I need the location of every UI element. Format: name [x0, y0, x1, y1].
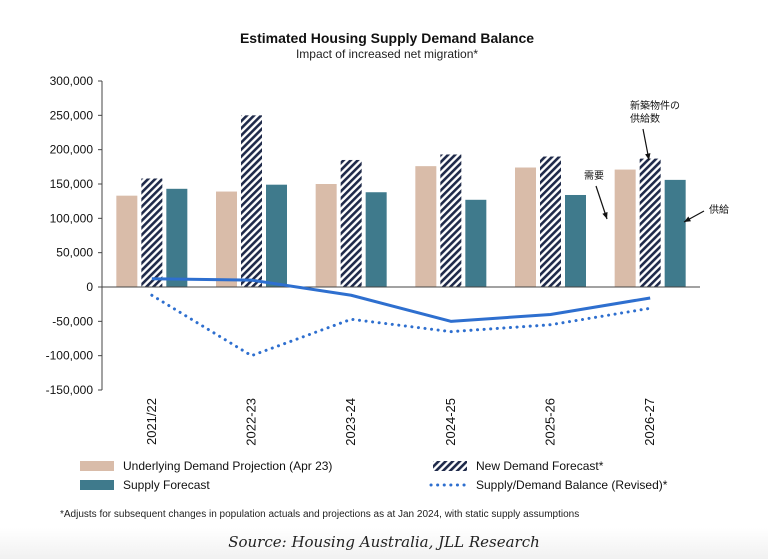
legend-swatch-demand — [80, 461, 114, 471]
bar-1-1 — [241, 115, 262, 287]
bar-1-0 — [141, 178, 163, 287]
x-tick-label: 2023-24 — [343, 398, 358, 446]
annotation-label: 需要 — [584, 170, 604, 182]
x-tick-label: 2024-25 — [443, 398, 458, 446]
x-tick-label: 2021/22 — [144, 398, 159, 445]
legend: Underlying Demand Projection (Apr 23) New… — [80, 459, 668, 492]
y-tick-label: -100,000 — [46, 349, 94, 363]
bar-2-5 — [664, 179, 686, 287]
x-tick-label: 2026-27 — [642, 398, 657, 446]
y-tick-label: 0 — [86, 280, 93, 294]
y-tick-label: -150,000 — [46, 383, 94, 397]
legend-label-demand: Underlying Demand Projection (Apr 23) — [123, 459, 332, 473]
annotation-arrowhead — [645, 153, 651, 160]
chart-title: Estimated Housing Supply Demand Balance — [240, 30, 534, 46]
y-tick-label: 100,000 — [50, 211, 94, 225]
bar-0-5 — [614, 169, 636, 287]
balance-revised-line — [150, 293, 652, 358]
legend-label-supply: Supply Forecast — [123, 478, 210, 492]
y-tick-label: 300,000 — [50, 74, 94, 88]
bar-0-1 — [216, 191, 237, 287]
legend-swatch-new-demand — [433, 461, 467, 471]
bar-1-4 — [540, 156, 561, 287]
plot-area: 300,000 250,000 200,000 150,000 100,000 50,00… — [46, 74, 729, 446]
bar-0-0 — [116, 195, 138, 287]
x-tick-label: 2025-26 — [543, 398, 558, 446]
chart-subtitle: Impact of increased net migration* — [296, 47, 478, 61]
legend-label-new-demand: New Demand Forecast* — [476, 459, 604, 473]
y-tick-label: 50,000 — [56, 246, 93, 260]
y-tick-label: -50,000 — [52, 314, 93, 328]
bar-1-2 — [340, 159, 362, 287]
bar-1-3 — [440, 154, 462, 287]
bar-0-4 — [515, 167, 536, 287]
y-tick-label: 200,000 — [50, 143, 94, 157]
bar-2-4 — [565, 194, 586, 287]
annotation-label: 供給 — [709, 203, 729, 216]
bar-0-2 — [315, 184, 337, 287]
bar-2-3 — [465, 199, 487, 287]
balance-line — [151, 277, 651, 323]
x-tick-label: 2022-23 — [244, 398, 259, 446]
y-tick-label: 250,000 — [50, 108, 94, 122]
y-tick-label: 150,000 — [50, 177, 94, 191]
bar-0-3 — [415, 166, 437, 287]
bar-2-0 — [166, 188, 188, 287]
annotation-arrowhead — [602, 212, 608, 219]
legend-swatch-supply — [80, 480, 114, 490]
annotation-label: 新築物件の — [630, 99, 680, 112]
bar-2-2 — [365, 192, 387, 287]
footnote: *Adjusts for subsequent changes in popul… — [60, 509, 579, 520]
bar-2-1 — [266, 184, 287, 287]
source-caption: Source: Housing Australia, JLL Research — [228, 533, 540, 551]
annotation-arrowhead — [684, 216, 691, 222]
source-band — [0, 528, 768, 559]
annotation-label: 供給数 — [630, 112, 660, 125]
bar-1-5 — [639, 158, 661, 287]
legend-label-balance: Supply/Demand Balance (Revised)* — [476, 478, 668, 492]
